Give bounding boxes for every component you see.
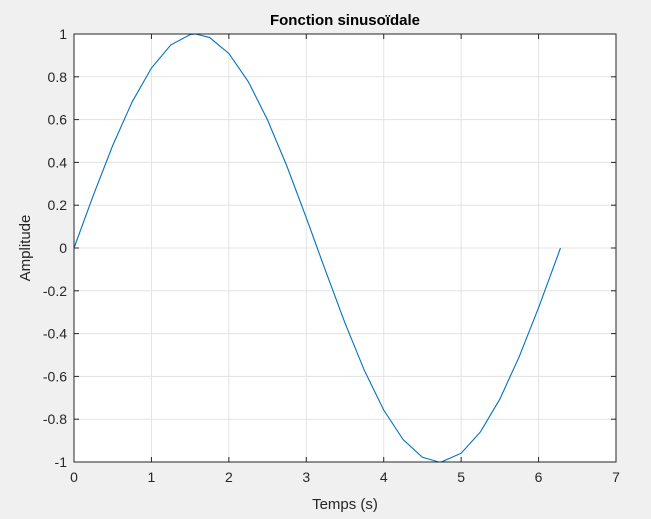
y-tick-label: -0.8 xyxy=(43,411,67,427)
y-tick-label: 0.8 xyxy=(48,69,68,85)
y-tick-label: 0 xyxy=(59,240,67,256)
x-tick-label: 5 xyxy=(457,469,465,485)
y-tick-label: -1 xyxy=(55,454,68,470)
x-tick-label: 2 xyxy=(225,469,233,485)
x-tick-label: 6 xyxy=(535,469,543,485)
y-tick-label: -0.6 xyxy=(43,368,67,384)
chart-title: Fonction sinusoïdale xyxy=(270,12,420,29)
x-tick-label: 3 xyxy=(302,469,310,485)
y-tick-label: -0.2 xyxy=(43,283,67,299)
y-tick-label: 0.2 xyxy=(48,197,68,213)
y-axis-label: Amplitude xyxy=(17,215,34,282)
x-tick-label: 1 xyxy=(148,469,156,485)
y-tick-labels: -1 -0.8 -0.6 -0.4 -0.2 0 0.2 0.4 0.6 0.8 1 xyxy=(43,26,67,470)
series-line xyxy=(73,33,562,463)
x-tick-label: 7 xyxy=(612,469,620,485)
y-tick-label: 0.6 xyxy=(48,112,68,128)
axes-box xyxy=(73,33,617,463)
y-tick-label: 1 xyxy=(59,26,67,42)
x-tick-labels: 0 1 2 3 4 5 6 7 xyxy=(70,469,620,485)
x-tick-label: 4 xyxy=(380,469,388,485)
x-tick-label: 0 xyxy=(70,469,78,485)
y-tick-label: 0.4 xyxy=(48,154,68,170)
y-tick-label: -0.4 xyxy=(43,326,67,342)
x-axis-label: Temps (s) xyxy=(312,496,378,513)
